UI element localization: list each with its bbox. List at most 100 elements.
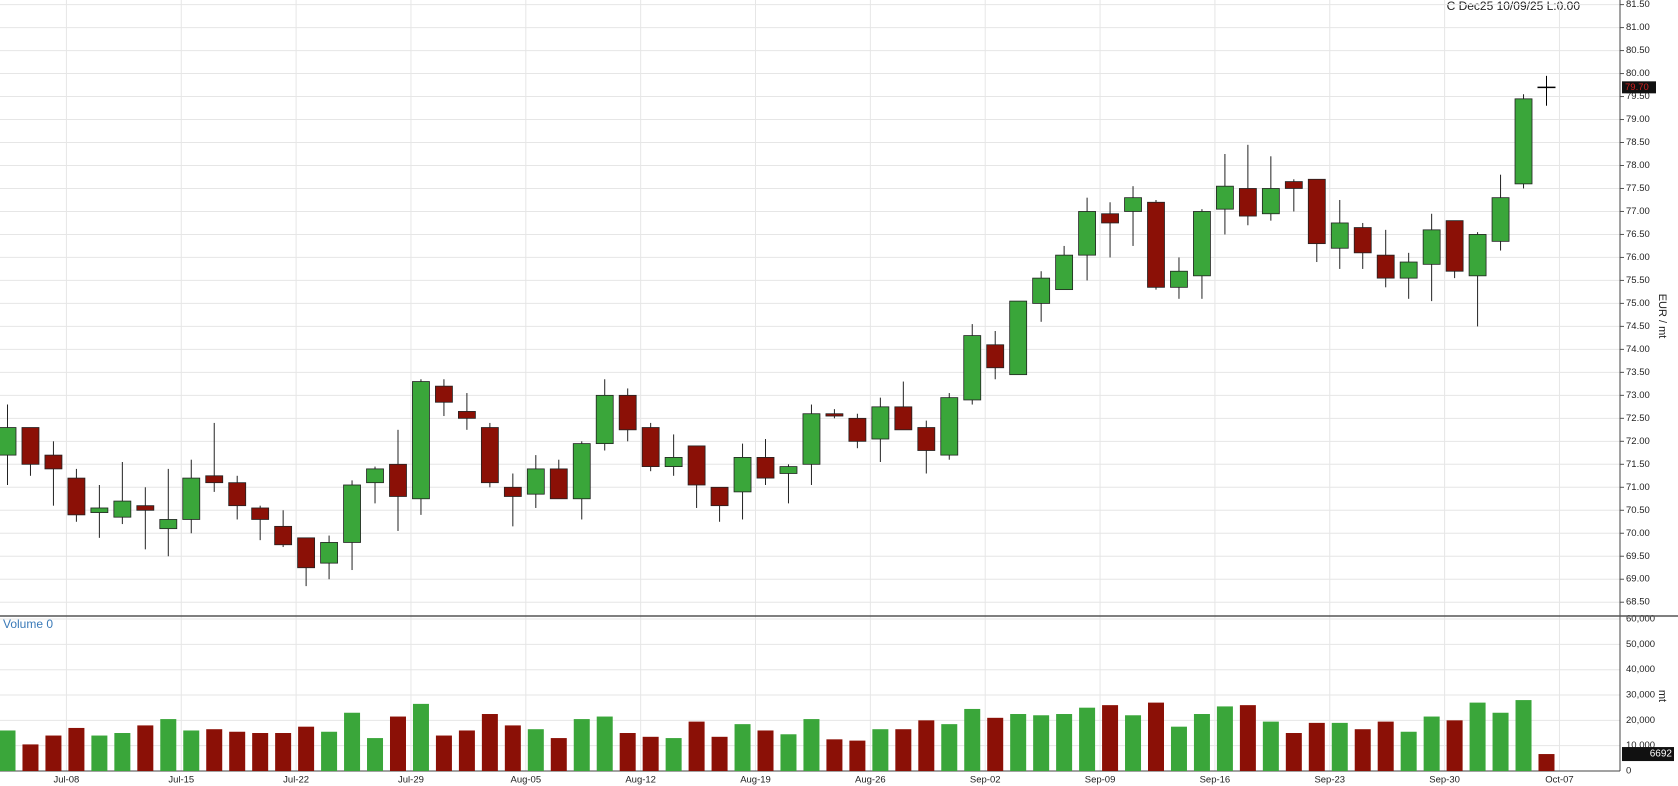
candle-body (457, 411, 476, 419)
candle-body (21, 427, 40, 465)
candle-body (1055, 254, 1074, 291)
candle-body (1193, 211, 1211, 277)
volume-bar (849, 740, 866, 771)
candle-body (320, 542, 338, 564)
candle-body (526, 468, 545, 495)
y-tick-label: 80.00 (1626, 68, 1650, 79)
volume-bar (481, 714, 498, 771)
candle-body (1216, 185, 1234, 210)
x-tick-label: Aug-12 (625, 775, 656, 786)
volume-bar (1262, 721, 1279, 771)
x-tick-label: Sep-02 (970, 775, 1001, 786)
candle-body (1422, 229, 1441, 265)
volume-bar (642, 736, 659, 771)
candle-body (894, 406, 913, 431)
candle-body (1078, 211, 1096, 256)
candle-body (1284, 181, 1303, 189)
volume-bar (1125, 715, 1142, 771)
volume-bar (1170, 726, 1187, 771)
volume-bar (1010, 714, 1027, 771)
volume-bar (1033, 715, 1050, 771)
candle-body (1376, 254, 1395, 279)
y-tick-label: 73.00 (1626, 390, 1650, 401)
candle-body (1330, 222, 1349, 249)
candle-body (90, 507, 109, 513)
price-marker (1622, 81, 1656, 94)
candle-body (963, 335, 982, 401)
candle-body (756, 457, 775, 479)
volume-bar (91, 735, 108, 771)
volume-bar (1423, 716, 1440, 771)
y-tick-label: 81.50 (1626, 0, 1650, 10)
y-tick-label: 77.00 (1626, 206, 1650, 217)
volume-bar (68, 727, 85, 771)
volume-bar (45, 735, 62, 771)
y-tick-label: 72.50 (1626, 413, 1650, 424)
volume-bar (1400, 731, 1417, 771)
x-tick-label: Jul-22 (283, 775, 309, 786)
candle-body (802, 413, 821, 465)
volume-bar (1308, 722, 1325, 771)
candle-body (480, 427, 499, 484)
y-tick-label: 75.50 (1626, 275, 1650, 286)
volume-bar (229, 731, 246, 771)
y-tick-label: 78.00 (1626, 160, 1650, 171)
volume-bar (412, 703, 429, 771)
candle-body (1468, 234, 1487, 277)
volume-bar (1102, 705, 1119, 771)
volume-bar (137, 725, 154, 771)
x-tick-label: Oct-07 (1545, 775, 1574, 786)
y-tick-label: 74.50 (1626, 321, 1650, 332)
y-axis-label: EUR / mt (1656, 294, 1668, 339)
candle-body (366, 468, 384, 484)
x-tick-label: Sep-30 (1429, 775, 1460, 786)
y-tick-label: 79.50 (1626, 91, 1650, 102)
candle-body (389, 463, 407, 497)
y-tick-label: 81.00 (1626, 22, 1650, 33)
candle-body (848, 417, 867, 442)
y-tick-label: 78.50 (1626, 137, 1650, 148)
candle-body (986, 344, 1005, 369)
candle-body (1491, 197, 1510, 242)
volume-bar (665, 738, 682, 771)
price-marker-label: 79.70 (1625, 82, 1649, 93)
y-tick-label: 71.00 (1626, 482, 1650, 493)
y-tick-label: 68.50 (1626, 597, 1650, 608)
candle-body (1445, 220, 1464, 272)
volume-bar (252, 733, 269, 771)
volume-bar (160, 719, 177, 771)
volume-bar (0, 730, 16, 771)
candle-body (113, 500, 132, 518)
candle-body (274, 525, 293, 546)
volume-bar (1538, 754, 1555, 771)
candle-body (435, 385, 453, 403)
y-tick-label: 70.50 (1626, 505, 1650, 516)
x-tick-label: Sep-23 (1314, 775, 1345, 786)
volume-bar (872, 729, 889, 771)
volume-bar (1193, 714, 1210, 771)
candle-body (1170, 270, 1188, 288)
volume-tick-label: 40,000 (1626, 664, 1655, 675)
candle-body (1124, 197, 1142, 212)
x-tick-label: Jul-29 (398, 775, 424, 786)
candle-body (1101, 213, 1119, 224)
volume-bar (435, 735, 452, 771)
y-tick-label: 77.50 (1626, 183, 1650, 194)
candle-body (710, 486, 729, 507)
candle-body (595, 394, 614, 445)
volume-bar (619, 733, 636, 771)
volume-bar (1239, 705, 1256, 771)
y-tick-label: 76.00 (1626, 252, 1650, 263)
x-tick-label: Jul-15 (168, 775, 194, 786)
x-tick-label: Aug-19 (740, 775, 771, 786)
volume-tick-label: 50,000 (1626, 639, 1655, 650)
candle-body (1238, 188, 1257, 217)
y-tick-label: 72.00 (1626, 436, 1650, 447)
y-tick-label: 73.50 (1626, 367, 1650, 378)
candle-body (503, 486, 522, 497)
candle-body (159, 519, 178, 530)
volume-marker-label: 6692 (1650, 749, 1673, 760)
chart-title: C Dec25 10/09/25 L:0.00 (1447, 0, 1581, 13)
candle-body (1353, 227, 1372, 254)
y-tick-label: 75.00 (1626, 298, 1650, 309)
